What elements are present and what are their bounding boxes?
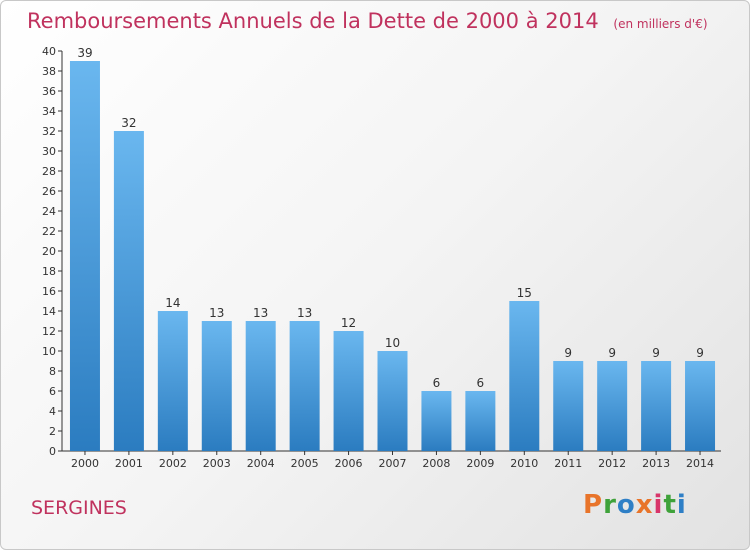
y-tick-label: 16 [42, 285, 56, 298]
place-name: SERGINES [31, 497, 127, 519]
bar [553, 361, 584, 451]
y-tick-label: 40 [42, 45, 56, 58]
bar [685, 361, 716, 451]
chart-bars: 39 32 14 13 13 13 12 10 6 6 15 9 9 9 9 [69, 46, 716, 451]
logo-letter: i [653, 490, 664, 520]
logo-letter: P [583, 490, 604, 520]
bar [421, 391, 452, 451]
y-tick-label: 24 [42, 205, 56, 218]
y-tick-label: 20 [42, 245, 56, 258]
y-tick-label: 12 [42, 325, 56, 338]
chart-unit-label: (en milliers d'€) [613, 17, 708, 31]
y-tick-label: 22 [42, 225, 56, 238]
x-tick-label: 2010 [510, 457, 538, 470]
logo-letter: x [635, 490, 654, 520]
x-tick-label: 2011 [554, 457, 582, 470]
bar-value-label: 9 [652, 346, 660, 360]
bar-value-label: 6 [433, 376, 441, 390]
bar-value-label: 9 [608, 346, 616, 360]
x-tick-label: 2007 [379, 457, 407, 470]
y-tick-label: 10 [42, 345, 56, 358]
x-tick-label: 2001 [115, 457, 143, 470]
x-tick-label: 2006 [335, 457, 363, 470]
bar [641, 361, 672, 451]
bar-value-label: 9 [696, 346, 704, 360]
y-tick-label: 6 [49, 385, 56, 398]
bar [333, 331, 364, 451]
y-tick-label: 34 [42, 105, 56, 118]
logo-letter: t [663, 490, 677, 520]
x-tick-label: 2003 [203, 457, 231, 470]
y-tick-label: 0 [49, 445, 56, 458]
y-tick-label: 2 [49, 425, 56, 438]
bar [465, 391, 496, 451]
x-tick-label: 2005 [291, 457, 319, 470]
x-tick-label: 2000 [71, 457, 99, 470]
logo-letter: i [676, 490, 687, 520]
x-tick-label: 2012 [598, 457, 626, 470]
bar-value-label: 6 [477, 376, 485, 390]
bar-value-label: 13 [297, 306, 312, 320]
y-tick-label: 4 [49, 405, 56, 418]
bar [289, 321, 320, 451]
y-tick-label: 36 [42, 85, 56, 98]
logo-letter: r [603, 490, 617, 520]
bar-value-label: 14 [165, 296, 180, 310]
y-tick-label: 28 [42, 165, 56, 178]
bar-value-label: 9 [564, 346, 572, 360]
logo-letter: o [616, 490, 636, 520]
y-tick-label: 8 [49, 365, 56, 378]
bar [597, 361, 628, 451]
chart-title: Remboursements Annuels de la Dette de 20… [27, 9, 708, 33]
bar-value-label: 39 [77, 46, 92, 60]
bar [113, 131, 144, 451]
y-tick-label: 14 [42, 305, 56, 318]
bar-value-label: 10 [385, 336, 400, 350]
y-tick-label: 38 [42, 65, 56, 78]
bar-value-label: 13 [253, 306, 268, 320]
bar [509, 301, 540, 451]
bar-value-label: 13 [209, 306, 224, 320]
y-tick-label: 32 [42, 125, 56, 138]
x-tick-label: 2002 [159, 457, 187, 470]
bar [377, 351, 408, 451]
bar [245, 321, 276, 451]
x-tick-label: 2014 [686, 457, 714, 470]
bar-value-label: 12 [341, 316, 356, 330]
proxiti-logo: Proxiti [583, 490, 687, 520]
x-tick-label: 2013 [642, 457, 670, 470]
bar [201, 321, 232, 451]
bar-value-label: 32 [121, 116, 136, 130]
bar [157, 311, 188, 451]
y-tick-label: 18 [42, 265, 56, 278]
chart-title-text: Remboursements Annuels de la Dette de 20… [27, 9, 599, 33]
bar-value-label: 15 [517, 286, 532, 300]
bar [69, 61, 100, 451]
x-tick-label: 2004 [247, 457, 275, 470]
x-tick-label: 2008 [422, 457, 450, 470]
y-tick-label: 30 [42, 145, 56, 158]
chart-axes: 0246810121416182022242628303234363840200… [42, 45, 721, 470]
y-tick-label: 26 [42, 185, 56, 198]
x-tick-label: 2009 [466, 457, 494, 470]
